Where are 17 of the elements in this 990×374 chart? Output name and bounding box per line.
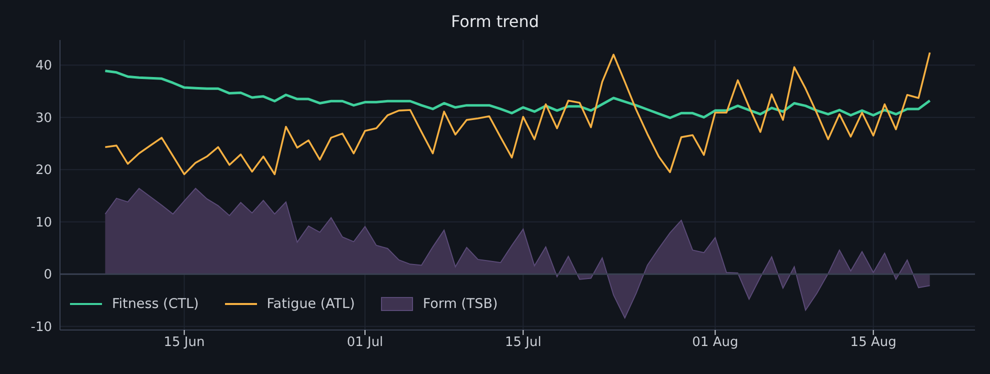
legend-label: Form (TSB) — [422, 296, 498, 312]
y-tick-label: 10 — [35, 215, 52, 230]
y-tick-label: -10 — [30, 320, 52, 335]
legend-label: Fitness (CTL) — [112, 296, 199, 312]
chart-title: Form trend — [450, 12, 540, 31]
x-tick-label: 15 Aug — [850, 335, 896, 350]
y-tick-label: 40 — [35, 58, 52, 74]
x-tick-label: 15 Jul — [504, 335, 542, 350]
y-tick-label: 30 — [35, 110, 52, 126]
x-tick-label: 01 Aug — [692, 335, 738, 350]
legend-label: Fatigue (ATL) — [266, 296, 355, 312]
y-tick-label: 20 — [35, 163, 52, 178]
line-series — [104, 52, 931, 176]
x-tick-label: 15 Jun — [164, 335, 205, 350]
x-tick-label: 01 Jul — [346, 335, 384, 350]
line-series — [104, 70, 932, 120]
y-tick-label: 0 — [44, 268, 52, 283]
